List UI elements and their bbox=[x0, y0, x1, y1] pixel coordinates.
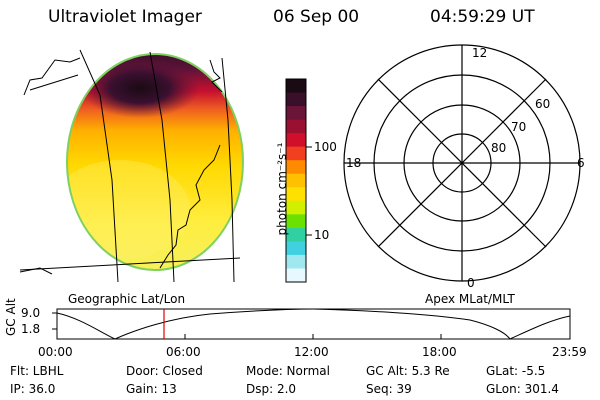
mode-status: Mode: Normal bbox=[246, 364, 330, 378]
gc-alt-status: GC Alt: 5.3 Re bbox=[366, 364, 450, 378]
altitude-curve bbox=[56, 308, 571, 340]
coastline bbox=[19, 57, 223, 275]
colorbar-band bbox=[286, 133, 306, 148]
dsp-status: Dsp: 2.0 bbox=[246, 382, 297, 396]
colorbar-band bbox=[286, 119, 306, 134]
polar-caption: Apex MLat/MLT bbox=[425, 292, 515, 306]
strip-xtick-1800: 18:00 bbox=[422, 345, 457, 359]
colorbar-band bbox=[286, 160, 306, 175]
time-label: 04:59:29 UT bbox=[430, 7, 535, 27]
map-caption: Geographic Lat/Lon bbox=[68, 292, 186, 306]
auroral-oval-peak bbox=[80, 58, 200, 118]
date-label: 06 Sep 00 bbox=[273, 7, 360, 27]
door-status: Door: Closed bbox=[126, 364, 203, 378]
strip-xtick-1200: 12:00 bbox=[294, 345, 329, 359]
seq-status: Seq: 39 bbox=[366, 382, 412, 396]
colorbar-band bbox=[286, 106, 306, 121]
colorbar-band bbox=[286, 268, 306, 283]
disc-limb bbox=[66, 53, 244, 271]
colorbar-band bbox=[286, 214, 306, 229]
strip-xtick-0600: 06:00 bbox=[166, 345, 201, 359]
ip-status: IP: 36.0 bbox=[10, 382, 56, 396]
colorbar-tick-100: 100 bbox=[314, 140, 337, 154]
mlat-label-80: 80 bbox=[491, 141, 507, 155]
strip-ylabel: GC Alt bbox=[4, 298, 18, 336]
colorbar-band bbox=[286, 173, 306, 188]
colorbar-band bbox=[286, 254, 306, 269]
strip-xtick-2359: 23:59 bbox=[552, 345, 587, 359]
colorbar-tick-10: 10 bbox=[314, 228, 330, 242]
colorbar-band bbox=[286, 227, 306, 242]
colorbar-band bbox=[286, 187, 306, 202]
mlat-label-70: 70 bbox=[511, 120, 527, 134]
colorbar-band bbox=[286, 79, 306, 94]
glon-status: GLon: 301.4 bbox=[486, 382, 559, 396]
colorbar-band bbox=[286, 92, 306, 107]
colorbar-band bbox=[286, 200, 306, 215]
mlt-label-12: 12 bbox=[472, 46, 488, 60]
filter-status: Flt: LBHL bbox=[10, 364, 64, 378]
mlt-label-6: 6 bbox=[577, 156, 585, 170]
colorbar-band bbox=[286, 146, 306, 161]
strip-xtick-0000: 00:00 bbox=[38, 345, 73, 359]
gain-status: Gain: 13 bbox=[126, 382, 177, 396]
strip-ytick-1-8: 1.8 bbox=[21, 322, 41, 336]
colorbar-band bbox=[286, 241, 306, 256]
instrument-title: Ultraviolet Imager bbox=[48, 7, 202, 27]
strip-ytick-9: 9.0 bbox=[21, 306, 41, 320]
lat-lon-grid bbox=[19, 49, 241, 283]
mlt-label-18: 18 bbox=[346, 156, 362, 170]
mlt-label-0: 0 bbox=[467, 276, 475, 290]
mlat-label-60: 60 bbox=[535, 97, 551, 111]
mlt-diagonal-2 bbox=[377, 78, 547, 248]
glat-status: GLat: -5.5 bbox=[486, 364, 546, 378]
